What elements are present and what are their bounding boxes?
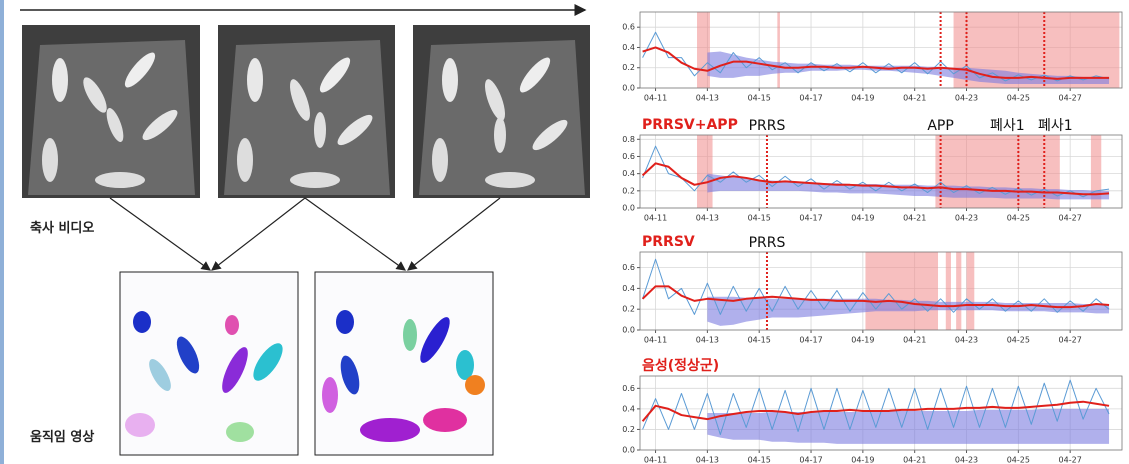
y-tick-label: 0.0: [622, 446, 635, 455]
x-tick-label: 04-27: [1059, 456, 1082, 464]
video-frame: [22, 25, 200, 198]
y-tick-label: 0.4: [622, 169, 635, 178]
x-tick-label: 04-25: [1007, 336, 1030, 345]
x-tick-label: 04-17: [799, 214, 822, 223]
flow-connectors: [110, 198, 500, 270]
motion-image: [315, 272, 493, 455]
y-tick-label: 0.4: [622, 43, 635, 52]
x-tick-label: 04-17: [799, 456, 822, 464]
x-tick-label: 04-17: [799, 94, 822, 103]
x-tick-label: 04-21: [903, 214, 926, 223]
event-label: 폐사1: [1038, 118, 1073, 134]
y-tick-label: 0.6: [622, 23, 635, 32]
chart-title: 음성(정상군): [642, 357, 719, 374]
x-tick-label: 04-11: [644, 94, 667, 103]
y-tick-label: 0.4: [622, 404, 635, 413]
x-tick-label: 04-25: [1007, 456, 1030, 464]
video-frame: [218, 25, 395, 198]
y-tick-label: 0.0: [622, 326, 635, 335]
x-tick-label: 04-15: [748, 94, 771, 103]
edge-strip: [0, 0, 4, 464]
event-label: PRRS: [749, 118, 786, 134]
y-tick-label: 0.6: [622, 152, 635, 161]
x-tick-label: 04-11: [644, 456, 667, 464]
y-tick-label: 0.6: [622, 384, 635, 393]
x-tick-label: 04-27: [1059, 214, 1082, 223]
x-tick-label: 04-15: [748, 214, 771, 223]
x-tick-label: 04-19: [851, 336, 874, 345]
alert-region: [865, 252, 938, 330]
x-tick-label: 04-23: [955, 336, 978, 345]
alert-region: [777, 12, 780, 88]
alert-region: [946, 252, 951, 330]
motion-image: [120, 272, 298, 455]
x-tick-label: 04-15: [748, 336, 771, 345]
charts: 04-11 04-13 04-15 04-17 04-19 04-21 04-23 04-25…: [622, 12, 1122, 464]
x-tick-label: 04-19: [851, 456, 874, 464]
y-tick-label: 0.4: [622, 284, 635, 293]
x-tick-label: 04-13: [696, 456, 719, 464]
chart-title: PRRSV: [642, 234, 695, 250]
video-frame: [413, 25, 590, 198]
x-tick-label: 04-11: [644, 214, 667, 223]
x-tick-label: 04-15: [748, 456, 771, 464]
x-tick-label: 04-19: [851, 94, 874, 103]
alert-region: [956, 252, 961, 330]
x-tick-label: 04-13: [696, 214, 719, 223]
x-tick-label: 04-23: [955, 94, 978, 103]
x-tick-label: 04-23: [955, 214, 978, 223]
x-tick-label: 04-21: [903, 94, 926, 103]
y-tick-label: 0.2: [622, 63, 635, 72]
line-chart: 04-11 04-13 04-15 04-17 04-19 04-21 04-23 04-25…: [622, 357, 1122, 464]
y-tick-label: 0.2: [622, 186, 635, 195]
x-tick-label: 04-11: [644, 336, 667, 345]
x-tick-label: 04-21: [903, 336, 926, 345]
x-tick-label: 04-27: [1059, 336, 1082, 345]
event-label: 폐사1: [990, 118, 1025, 134]
line-chart: 04-11 04-13 04-15 04-17 04-19 04-21 04-23 04-25…: [622, 117, 1122, 223]
event-label: APP: [927, 118, 953, 134]
y-tick-label: 0.6: [622, 263, 635, 272]
y-tick-label: 0.2: [622, 305, 635, 314]
x-tick-label: 04-13: [696, 336, 719, 345]
x-tick-label: 04-25: [1007, 214, 1030, 223]
line-chart: 04-11 04-13 04-15 04-17 04-19 04-21 04-23 04-25…: [622, 12, 1122, 103]
chart-title: PRRSV+APP: [642, 117, 738, 133]
y-tick-label: 0.2: [622, 425, 635, 434]
figure: 축사 비디오 움직임 영상 04-1104-1304-1504-1704-190…: [0, 0, 1129, 464]
motion-images: [120, 272, 493, 455]
alert-region: [697, 135, 713, 208]
video-frames: [22, 25, 590, 198]
y-tick-label: 0.8: [622, 135, 635, 144]
x-tick-label: 04-13: [696, 94, 719, 103]
x-tick-label: 04-25: [1007, 94, 1030, 103]
figure-label: 축사 비디오: [30, 220, 94, 236]
alert-region: [967, 252, 975, 330]
alert-region: [697, 12, 710, 88]
line-chart: 04-11 04-13 04-15 04-17 04-19 04-21 04-23 04-25…: [622, 234, 1122, 345]
figure-label: 움직임 영상: [30, 429, 94, 445]
y-tick-label: 0.0: [622, 204, 635, 213]
x-tick-label: 04-23: [955, 456, 978, 464]
event-label: PRRS: [749, 235, 786, 251]
x-tick-label: 04-19: [851, 214, 874, 223]
x-tick-label: 04-27: [1059, 94, 1082, 103]
x-tick-label: 04-21: [903, 456, 926, 464]
x-tick-label: 04-17: [799, 336, 822, 345]
y-tick-label: 0.0: [622, 84, 635, 93]
